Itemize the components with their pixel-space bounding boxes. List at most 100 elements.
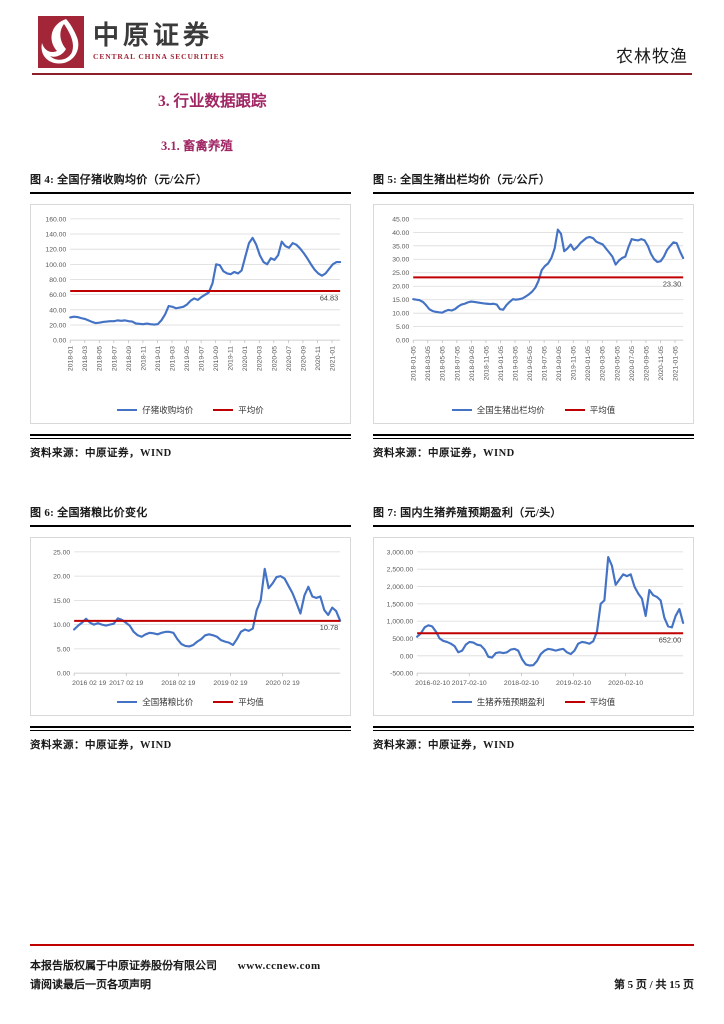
svg-text:2,500.00: 2,500.00: [387, 567, 414, 574]
svg-text:2019-02-10: 2019-02-10: [556, 680, 591, 687]
svg-text:2020-03-05: 2020-03-05: [600, 346, 607, 381]
legend-item-average: 平均值: [564, 404, 615, 416]
svg-text:2018 02 19: 2018 02 19: [161, 680, 195, 687]
svg-text:0.00: 0.00: [53, 338, 66, 345]
svg-text:10.00: 10.00: [53, 622, 70, 629]
svg-text:500.00: 500.00: [392, 636, 413, 643]
figure-6-source: 资料来源：中原证券，WIND: [30, 740, 172, 752]
logo-english-name: CENTRAL CHINA SECURITIES: [93, 52, 225, 61]
svg-text:2019-09-05: 2019-09-05: [556, 346, 563, 381]
svg-text:2019 02 19: 2019 02 19: [213, 680, 247, 687]
figure-7-chart: -500.00 0.00 500.00 1,000.00 1,500.00 2,000.0…: [373, 537, 694, 716]
legend-item-average: 平均价: [213, 404, 264, 416]
subsection-heading: 3.1. 畜禽养殖: [161, 139, 233, 153]
figure-bottom-rule: [30, 725, 351, 732]
line-chart-svg: 0.00 5.00 10.00 15.00 20.00 25.00 30.00 35.00 40…: [392, 216, 685, 381]
svg-text:80.00: 80.00: [49, 277, 66, 284]
svg-text:3,000.00: 3,000.00: [387, 550, 414, 557]
legend-item-series: 仔猪收购均价: [117, 404, 193, 416]
legend-item-series: 全国猪粮比价: [117, 696, 193, 708]
figure-7-block: 图 7: 国内生猪养殖预期盈利（元/头） -500.00 0.00 500.00 1,…: [373, 502, 694, 752]
svg-text:2020-07: 2020-07: [286, 346, 293, 371]
footer-copyright: 本报告版权属于中原证券股份有限公司: [30, 960, 217, 972]
svg-text:40.00: 40.00: [49, 307, 66, 314]
figure-title-rule: [373, 525, 694, 528]
svg-text:0.00: 0.00: [400, 654, 413, 661]
chart-legend: 仔猪收购均价 平均价: [35, 401, 346, 421]
svg-text:64.83: 64.83: [320, 293, 338, 302]
svg-text:2020-05: 2020-05: [271, 346, 278, 371]
svg-text:10.00: 10.00: [392, 311, 409, 318]
svg-text:2020-11: 2020-11: [315, 346, 322, 371]
footer-page-number: 第 5 页 / 共 15 页: [613, 978, 694, 991]
svg-text:2020-11-05: 2020-11-05: [658, 346, 665, 381]
svg-text:2018-02-10: 2018-02-10: [504, 680, 539, 687]
svg-text:2020-01-05: 2020-01-05: [585, 346, 592, 381]
report-header: 中原证券 CENTRAL CHINA SECURITIES 农林牧渔: [30, 0, 694, 73]
svg-text:120.00: 120.00: [45, 247, 66, 254]
figure-title-rule: [373, 192, 694, 194]
svg-text:45.00: 45.00: [392, 216, 409, 223]
svg-text:0.00: 0.00: [57, 671, 70, 678]
svg-text:5.00: 5.00: [396, 324, 409, 331]
legend-line-swatch: [117, 408, 138, 412]
charts-grid: 图 4: 全国仔猪收购均价（元/公斤） 0.00 20.00 40.00 60.00 8…: [30, 169, 694, 752]
svg-text:15.00: 15.00: [392, 297, 409, 304]
line-chart-svg: -500.00 0.00 500.00 1,000.00 1,500.00 2,000.0…: [387, 550, 685, 687]
figure-6-block: 图 6: 全国猪粮比价变化 0.00 5.00 10.00 15.00 20.00 25.…: [30, 502, 351, 752]
legend-item-series: 全国生猪出栏均价: [451, 404, 545, 416]
svg-text:2020-09-05: 2020-09-05: [643, 346, 650, 381]
footer-rule: [30, 944, 694, 946]
svg-text:2017-02-10: 2017-02-10: [452, 680, 487, 687]
header-rule: [32, 73, 692, 75]
figure-4-title: 图 4: 全国仔猪收购均价（元/公斤）: [30, 174, 208, 186]
svg-text:2018-05-05: 2018-05-05: [440, 346, 447, 381]
svg-text:2019-01: 2019-01: [155, 346, 162, 371]
svg-text:1,000.00: 1,000.00: [387, 619, 414, 626]
chart-legend: 生猪养殖预期盈利 平均值: [378, 693, 689, 713]
svg-text:2017 02 19: 2017 02 19: [109, 680, 143, 687]
figure-5-source: 资料来源：中原证券，WIND: [373, 448, 515, 460]
svg-text:2020-07-05: 2020-07-05: [629, 346, 636, 381]
figure-6-title: 图 6: 全国猪粮比价变化: [30, 507, 148, 520]
svg-text:2020-03: 2020-03: [257, 346, 264, 371]
chart-legend: 全国猪粮比价 平均值: [35, 693, 346, 713]
svg-text:2019-01-05: 2019-01-05: [498, 346, 505, 381]
figure-bottom-rule: [373, 725, 694, 732]
svg-text:2019-11: 2019-11: [228, 346, 235, 371]
svg-text:1,500.00: 1,500.00: [387, 602, 414, 609]
figure-title-rule: [30, 525, 351, 528]
svg-text:2019-11-05: 2019-11-05: [571, 346, 578, 381]
svg-text:2019-07: 2019-07: [199, 346, 206, 371]
report-footer: 本报告版权属于中原证券股份有限公司 www.ccnew.com 请阅读最后一页各…: [30, 944, 694, 994]
chart-legend: 全国生猪出栏均价 平均值: [378, 401, 689, 421]
svg-text:-500.00: -500.00: [390, 671, 413, 678]
svg-text:2018-03-05: 2018-03-05: [425, 346, 432, 381]
figure-4-source: 资料来源：中原证券，WIND: [30, 448, 172, 460]
svg-text:2019-09: 2019-09: [213, 346, 220, 371]
svg-text:2018-05: 2018-05: [97, 346, 104, 371]
svg-text:2021-01-05: 2021-01-05: [672, 346, 679, 381]
svg-text:2020-09: 2020-09: [300, 346, 307, 371]
svg-text:2020 02 19: 2020 02 19: [266, 680, 300, 687]
industry-tag: 农林牧渔: [616, 47, 688, 66]
company-logo: 中原证券 CENTRAL CHINA SECURITIES: [38, 16, 225, 68]
legend-line-swatch: [213, 700, 234, 704]
svg-text:2019-03: 2019-03: [169, 346, 176, 371]
svg-text:2016 02 19: 2016 02 19: [72, 680, 106, 687]
svg-text:20.00: 20.00: [49, 322, 66, 329]
footer-website: www.ccnew.com: [237, 960, 321, 972]
legend-item-average: 平均值: [213, 696, 264, 708]
figure-title-rule: [30, 192, 351, 194]
svg-text:35.00: 35.00: [392, 243, 409, 250]
logo-chinese-name: 中原证券: [93, 21, 214, 50]
figure-7-source: 资料来源：中原证券，WIND: [373, 740, 515, 752]
legend-line-swatch: [564, 408, 585, 412]
svg-text:2019-03-05: 2019-03-05: [512, 346, 519, 381]
svg-text:2016-02-10: 2016-02-10: [415, 680, 450, 687]
svg-text:652.00: 652.00: [659, 636, 681, 645]
svg-text:20.00: 20.00: [392, 284, 409, 291]
figure-6-chart: 0.00 5.00 10.00 15.00 20.00 25.00 2016 02 19 20…: [30, 537, 351, 716]
figure-4-chart: 0.00 20.00 40.00 60.00 80.00 100.00 120.00 140.…: [30, 204, 351, 424]
